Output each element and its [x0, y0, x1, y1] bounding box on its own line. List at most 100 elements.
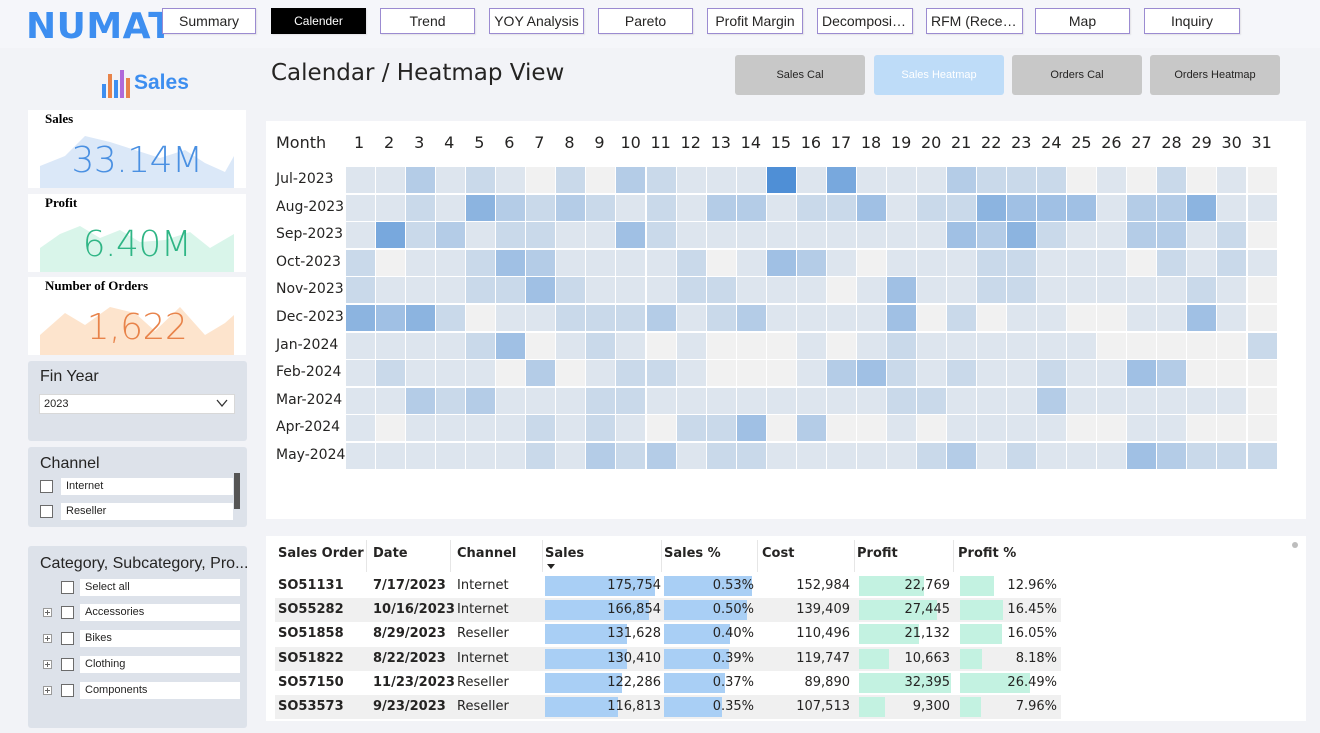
heatmap-cell[interactable] — [796, 387, 826, 414]
heatmap-cell[interactable] — [766, 415, 796, 442]
checkbox[interactable] — [61, 580, 74, 594]
heatmap-cell[interactable] — [436, 443, 466, 469]
heatmap-cell[interactable] — [616, 194, 646, 221]
heatmap-cell[interactable] — [916, 360, 946, 387]
heatmap-cell[interactable] — [916, 194, 946, 221]
heatmap-cell[interactable] — [646, 222, 676, 249]
heatmap-cell[interactable] — [1067, 443, 1097, 469]
heatmap-cell[interactable] — [947, 360, 976, 387]
heatmap-cell[interactable] — [886, 277, 916, 304]
heatmap-cell[interactable] — [616, 277, 646, 304]
heatmap-cell[interactable] — [1127, 167, 1157, 193]
heatmap-cell[interactable] — [1127, 415, 1157, 442]
heatmap-cell[interactable] — [826, 360, 856, 387]
heatmap-cell[interactable] — [466, 167, 496, 193]
heatmap-cell[interactable] — [1247, 222, 1277, 249]
heatmap-cell[interactable] — [766, 167, 796, 193]
heatmap-cell[interactable] — [736, 222, 766, 249]
heatmap-cell[interactable] — [586, 194, 616, 221]
heatmap-cell[interactable] — [947, 415, 976, 442]
heatmap-cell[interactable] — [916, 222, 946, 249]
heatmap-cell[interactable] — [376, 167, 406, 193]
heatmap-cell[interactable] — [376, 249, 406, 276]
heatmap-cell[interactable] — [556, 387, 586, 414]
heatmap-cell[interactable] — [586, 387, 616, 414]
heatmap-cell[interactable] — [556, 277, 586, 304]
chevron-down-icon[interactable] — [215, 396, 229, 410]
heatmap-cell[interactable] — [646, 360, 676, 387]
heatmap-cell[interactable] — [466, 194, 496, 221]
heatmap-cell[interactable] — [586, 249, 616, 276]
heatmap-cell[interactable] — [646, 332, 676, 359]
heatmap-cell[interactable] — [556, 305, 586, 331]
heatmap-cell[interactable] — [406, 360, 436, 387]
heatmap-cell[interactable] — [1037, 167, 1067, 193]
heatmap-cell[interactable] — [1037, 222, 1067, 249]
heatmap-cell[interactable] — [796, 305, 826, 331]
heatmap-cell[interactable] — [1097, 249, 1127, 276]
heatmap-cell[interactable] — [1097, 332, 1127, 359]
heatmap-cell[interactable] — [1097, 387, 1127, 414]
heatmap-cell[interactable] — [676, 415, 706, 442]
heatmap-cell[interactable] — [676, 305, 706, 331]
heatmap-cell[interactable] — [526, 249, 556, 276]
heatmap-cell[interactable] — [1187, 360, 1217, 387]
heatmap-cell[interactable] — [947, 443, 976, 469]
heatmap-cell[interactable] — [586, 222, 616, 249]
heatmap-cell[interactable] — [646, 167, 676, 193]
heatmap-cell[interactable] — [736, 277, 766, 304]
heatmap-cell[interactable] — [977, 332, 1007, 359]
heatmap-cell[interactable] — [466, 415, 496, 442]
heatmap-cell[interactable] — [796, 443, 826, 469]
heatmap-cell[interactable] — [556, 332, 586, 359]
heatmap-cell[interactable] — [676, 332, 706, 359]
heatmap-cell[interactable] — [1067, 360, 1097, 387]
heatmap-cell[interactable] — [1157, 305, 1187, 331]
heatmap-cell[interactable] — [766, 443, 796, 469]
heatmap-cell[interactable] — [406, 332, 436, 359]
heatmap-cell[interactable] — [1217, 305, 1247, 331]
category-option[interactable]: Bikes — [43, 628, 240, 648]
heatmap-cell[interactable] — [586, 332, 616, 359]
heatmap-cell[interactable] — [1007, 194, 1037, 221]
expand-icon[interactable] — [43, 633, 52, 643]
heatmap-cell[interactable] — [376, 415, 406, 442]
heatmap-cell[interactable] — [346, 360, 375, 387]
heatmap-cell[interactable] — [706, 249, 736, 276]
heatmap-cell[interactable] — [496, 443, 526, 469]
heatmap-cell[interactable] — [886, 305, 916, 331]
heatmap-cell[interactable] — [556, 360, 586, 387]
heatmap-cell[interactable] — [947, 387, 976, 414]
heatmap-cell[interactable] — [1127, 360, 1157, 387]
heatmap-cell[interactable] — [466, 443, 496, 469]
heatmap-cell[interactable] — [826, 305, 856, 331]
heatmap-cell[interactable] — [766, 249, 796, 276]
heatmap-cell[interactable] — [646, 443, 676, 469]
heatmap-cell[interactable] — [856, 305, 886, 331]
heatmap-cell[interactable] — [1247, 332, 1277, 359]
heatmap-cell[interactable] — [947, 305, 976, 331]
table-row[interactable]: SO51822 8/22/2023 Internet 130,410 0.39% 119,… — [275, 646, 1061, 671]
heatmap-cell[interactable] — [856, 194, 886, 221]
heatmap-cell[interactable] — [526, 443, 556, 469]
heatmap-cell[interactable] — [766, 194, 796, 221]
heatmap-cell[interactable] — [947, 167, 976, 193]
sort-descending-icon[interactable] — [547, 564, 555, 569]
heatmap-cell[interactable] — [766, 277, 796, 304]
heatmap-cell[interactable] — [496, 277, 526, 304]
heatmap-cell[interactable] — [856, 167, 886, 193]
heatmap-cell[interactable] — [1097, 305, 1127, 331]
heatmap-cell[interactable] — [526, 360, 556, 387]
heatmap-cell[interactable] — [1067, 387, 1097, 414]
heatmap-cell[interactable] — [646, 194, 676, 221]
heatmap-cell[interactable] — [376, 387, 406, 414]
heatmap-cell[interactable] — [556, 167, 586, 193]
heatmap-cell[interactable] — [826, 249, 856, 276]
heatmap-cell[interactable] — [616, 249, 646, 276]
heatmap-cell[interactable] — [676, 277, 706, 304]
heatmap-cell[interactable] — [1007, 387, 1037, 414]
view-button-0[interactable]: Sales Cal — [735, 55, 865, 95]
heatmap-cell[interactable] — [1007, 305, 1037, 331]
heatmap-cell[interactable] — [886, 332, 916, 359]
heatmap-cell[interactable] — [1187, 222, 1217, 249]
